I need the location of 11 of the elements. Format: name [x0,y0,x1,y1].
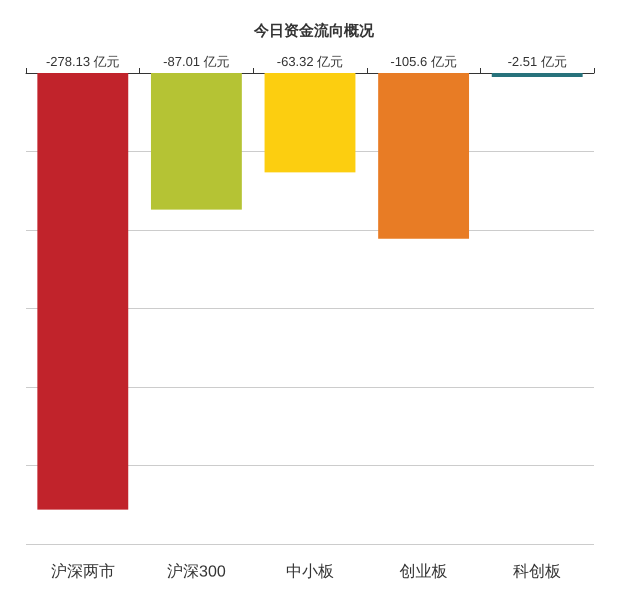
x-tick-label: 创业板 [400,562,448,580]
x-tick-label: 科创板 [513,562,562,580]
chart-title: 今日资金流向概况 [253,22,375,40]
data-label: -105.6 亿元 [390,54,457,69]
data-label: -2.51 亿元 [508,54,567,69]
data-label: -278.13 亿元 [46,54,120,69]
x-tick-label: 中小板 [286,562,334,580]
x-tick-label: 沪深两市 [50,562,115,580]
data-label: -87.01 亿元 [163,54,230,69]
x-tick-label: 沪深300 [167,562,226,580]
data-label: -63.32 亿元 [276,54,344,69]
